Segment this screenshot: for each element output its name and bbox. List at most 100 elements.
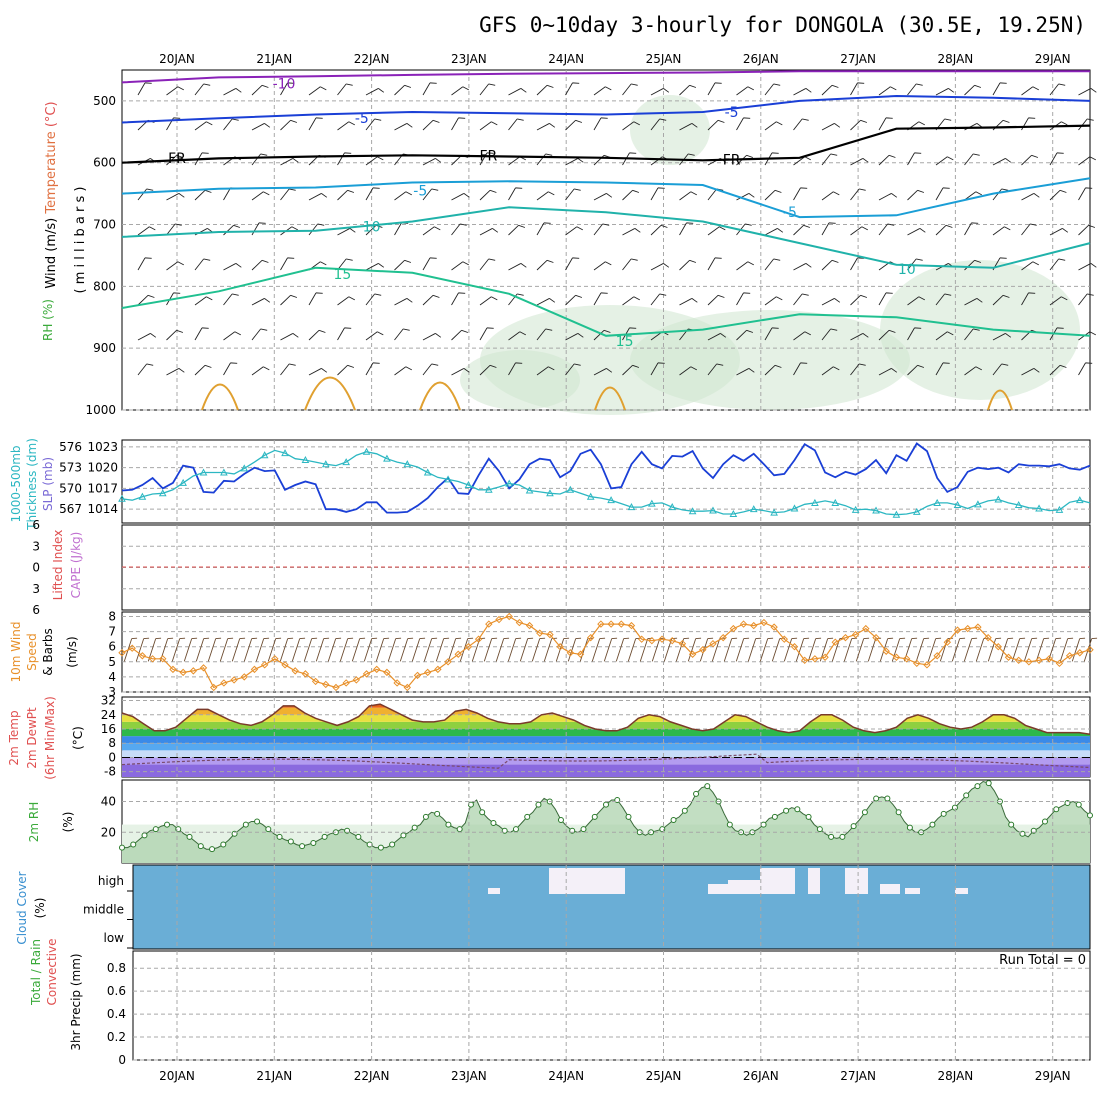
wind-barb — [850, 294, 868, 306]
axis-title-part: SLP (mb) — [41, 457, 55, 511]
y-tick-label: 6 — [32, 518, 40, 532]
wind-barb — [565, 226, 583, 236]
wind-barb — [536, 298, 556, 306]
wind-barb — [821, 366, 840, 376]
contour-label: 10 — [898, 262, 916, 278]
thickness-marker — [749, 505, 758, 513]
wind-barb — [793, 118, 809, 131]
rh-marker — [805, 813, 812, 820]
wind-barb — [736, 86, 754, 96]
wind-speed-marker — [536, 629, 544, 637]
axis-title-part: RH (%) — [41, 299, 55, 341]
rh-marker — [940, 810, 947, 817]
wind-speed-marker — [964, 624, 972, 633]
cloud-cover-panel: high middle low — [83, 864, 1091, 950]
y-tick-label: 0.6 — [107, 984, 126, 998]
thickness-marker — [525, 486, 534, 494]
thickness-marker — [484, 485, 493, 493]
wind-barb — [291, 637, 306, 662]
y-tick-label: 3 — [32, 539, 40, 553]
axis-title-part: 10m Wind — [9, 622, 23, 683]
wind-barb — [850, 119, 868, 131]
rh-marker — [603, 801, 609, 808]
wind-barb — [251, 123, 271, 131]
wind-speed-marker — [189, 667, 198, 675]
wind-barb — [964, 298, 983, 306]
wind-barb — [764, 189, 782, 201]
wind-barb — [394, 84, 412, 96]
wind-speed-marker — [770, 623, 778, 631]
temperature-band — [122, 764, 1090, 777]
date-tick-label: 26JAN — [743, 52, 779, 66]
date-tick-label: 29JAN — [1035, 52, 1071, 66]
wind-barb — [707, 119, 725, 131]
date-tick-label: 28JAN — [938, 1069, 974, 1083]
wind-speed-marker — [138, 652, 147, 660]
y-tick-label: 4 — [108, 670, 116, 684]
wind-barb — [508, 187, 523, 201]
contour-label: FR — [479, 148, 497, 164]
wind-barb — [365, 362, 380, 376]
axis-title-part: Temperature — [44, 127, 59, 214]
wind-speed-marker — [851, 630, 860, 639]
wind-speed-marker — [1086, 646, 1094, 654]
date-tick-label: 26JAN — [743, 1069, 779, 1083]
wind-speed-marker — [658, 635, 666, 643]
high-cloud-block — [955, 888, 968, 894]
wind-barb — [593, 117, 608, 131]
wind-barb — [650, 224, 668, 236]
bottom-date-axis: 20JAN 21JAN 22JAN 23JAN 24JAN 25JAN 26JAN 27JAN… — [159, 1069, 1070, 1083]
wind-speed-marker — [485, 620, 493, 628]
wind-speed-marker — [872, 633, 880, 642]
rh-marker — [119, 844, 125, 851]
rh-marker — [152, 826, 159, 833]
wind-speed-marker — [250, 665, 259, 674]
wind-barb — [337, 152, 352, 166]
wind-barb — [591, 637, 606, 662]
rh-marker — [535, 801, 542, 808]
wind-barb — [1049, 228, 1069, 236]
wind-barb — [650, 362, 665, 376]
wind-barb — [565, 363, 581, 376]
thickness-marker — [586, 492, 595, 500]
y-tick-label: 0.4 — [107, 1007, 126, 1021]
wind-barb — [622, 364, 640, 376]
axis-title: (6hr Min/Max) — [43, 696, 57, 780]
isotherm--5 — [121, 94, 1091, 124]
rh-marker — [681, 807, 688, 814]
wind-barb — [964, 366, 982, 376]
thickness-marker — [892, 510, 901, 518]
rh-marker — [580, 826, 587, 833]
wind-barb — [707, 294, 725, 306]
axis-title-part: 1000-500mb — [9, 445, 23, 522]
wind-barb — [675, 637, 690, 662]
date-tick-label: 22JAN — [354, 1069, 390, 1083]
wind-speed-marker — [260, 661, 269, 669]
wind-barb — [422, 294, 440, 306]
wind-barb — [1021, 223, 1037, 236]
wind-barb — [337, 327, 352, 341]
wind-barb — [764, 83, 781, 96]
wind-barb — [903, 637, 918, 662]
date-tick-label: 22JAN — [354, 52, 390, 66]
wind10m-axis-title: 10m Wind Speed & Barbs (m/s) — [9, 622, 79, 683]
wind-barb — [536, 366, 555, 376]
wind-barb — [1078, 187, 1093, 201]
thickness-marker — [179, 478, 187, 486]
wind-speed-marker — [1035, 656, 1043, 665]
wind-barb — [679, 123, 698, 131]
wind-speed-marker — [576, 650, 585, 658]
wind-barb — [183, 637, 198, 662]
axis-title-part: (°C) — [44, 101, 59, 127]
rh-marker — [186, 833, 193, 840]
rh-marker — [557, 816, 564, 823]
contour-label: 15 — [616, 334, 634, 350]
thickness-marker — [1055, 505, 1064, 513]
y-tick-label: 6 — [108, 640, 116, 654]
wind-speed-marker — [332, 683, 340, 692]
wind-barb — [878, 193, 898, 201]
wind-barb — [878, 292, 893, 306]
wind-barb — [793, 224, 811, 236]
rh-marker — [242, 821, 249, 828]
